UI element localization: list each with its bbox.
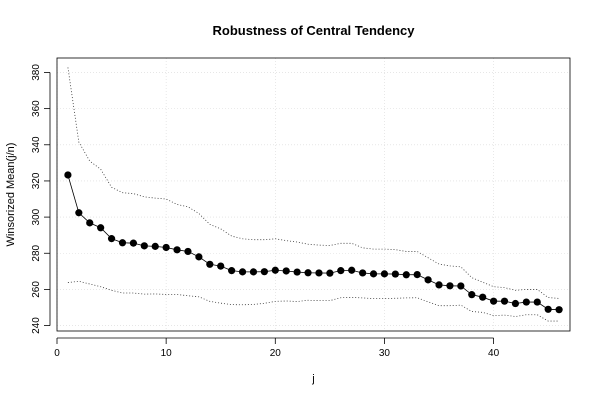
- data-point: [413, 270, 421, 279]
- x-tick-label: 20: [270, 348, 282, 359]
- data-point: [435, 281, 443, 289]
- data-point: [511, 299, 520, 308]
- y-tick-label: 300: [31, 208, 42, 225]
- data-points: [64, 171, 563, 314]
- data-point: [271, 266, 279, 274]
- data-point: [249, 268, 258, 276]
- data-point: [457, 282, 465, 290]
- data-point: [206, 260, 214, 268]
- y-tick-label: 380: [31, 64, 42, 81]
- x-tick-label: 30: [379, 348, 391, 359]
- data-point: [184, 247, 192, 256]
- data-point: [468, 291, 476, 299]
- data-point: [97, 224, 105, 232]
- data-point: [217, 262, 225, 270]
- data-point: [533, 298, 541, 306]
- confidence-band: [67, 67, 560, 322]
- data-point: [304, 269, 312, 277]
- data-point: [479, 293, 487, 301]
- data-point: [118, 239, 127, 247]
- data-point: [544, 305, 552, 313]
- data-point: [369, 270, 378, 278]
- data-point: [391, 270, 399, 278]
- y-tick-label: 260: [31, 281, 42, 298]
- data-point: [424, 276, 432, 284]
- upper-bound-line: [67, 67, 560, 299]
- data-point: [173, 246, 181, 254]
- data-point: [326, 269, 334, 277]
- data-point: [500, 297, 509, 305]
- data-point: [337, 267, 345, 275]
- data-point: [260, 268, 268, 276]
- data-point: [140, 242, 148, 250]
- data-point: [107, 235, 116, 243]
- y-tick-label: 280: [31, 244, 42, 261]
- mean-connector-line: [67, 174, 560, 311]
- data-point: [282, 267, 290, 275]
- data-point: [402, 271, 410, 279]
- grid-lines: [56, 58, 570, 331]
- y-tick-label: 340: [31, 136, 42, 153]
- x-tick-label: 40: [488, 348, 500, 359]
- data-point: [348, 266, 356, 274]
- x-axis: 0 10 20 30 40: [54, 337, 500, 359]
- y-axis: 240 260 280 300 320 340 360 380: [31, 64, 51, 334]
- data-point: [64, 171, 72, 179]
- plot-frame: [56, 57, 571, 332]
- y-tick-label: 320: [31, 172, 42, 189]
- data-point: [238, 268, 247, 276]
- data-point: [293, 268, 301, 276]
- mean-line: [67, 174, 560, 311]
- x-tick-label: 0: [54, 348, 60, 359]
- data-point: [228, 267, 236, 275]
- y-tick-label: 360: [31, 100, 42, 117]
- data-point: [195, 253, 203, 261]
- data-point: [359, 269, 367, 277]
- y-axis-label: Winsorized Mean(j/n): [5, 143, 17, 247]
- data-point: [490, 297, 498, 305]
- data-point: [75, 209, 83, 217]
- x-tick-label: 10: [161, 348, 173, 359]
- data-point: [151, 242, 159, 250]
- data-point: [86, 219, 94, 227]
- x-axis-label: j: [311, 373, 314, 385]
- data-point: [555, 306, 563, 314]
- data-point: [446, 282, 454, 290]
- chart-title: Robustness of Central Tendency: [212, 23, 415, 38]
- data-point: [380, 270, 389, 278]
- lower-bound-line: [67, 280, 560, 322]
- data-point: [162, 243, 170, 252]
- y-tick-label: 240: [31, 317, 42, 334]
- data-point: [522, 298, 530, 306]
- data-point: [315, 269, 323, 277]
- data-point: [129, 239, 137, 247]
